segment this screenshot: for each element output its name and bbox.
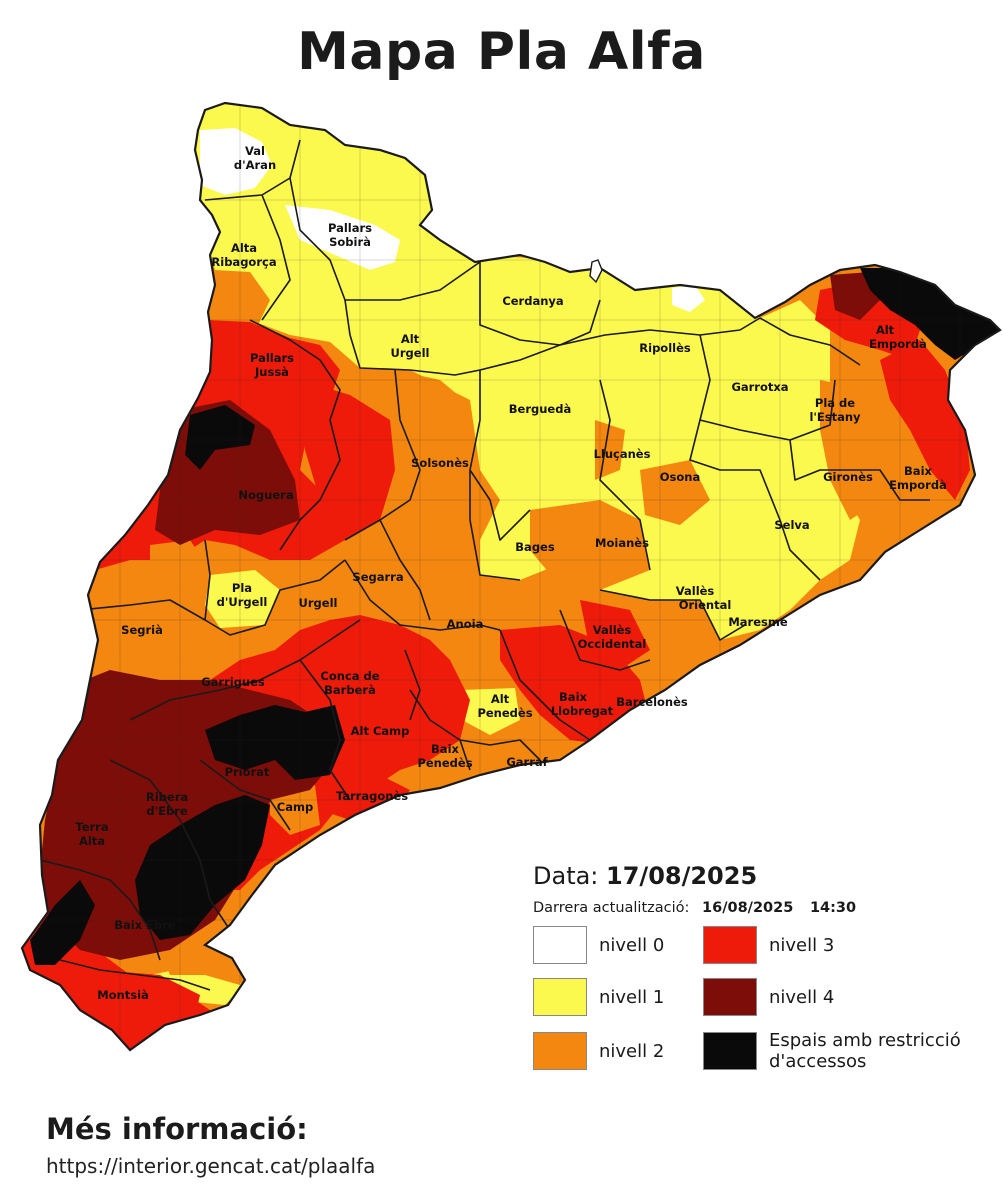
- label-selva[interactable]: Selva: [774, 518, 809, 532]
- label-baix-llobregat[interactable]: Baix Llobregat: [551, 690, 614, 718]
- label-val-daran[interactable]: Val d'Aran: [234, 144, 276, 172]
- swatch-nivell-2: [533, 1032, 587, 1070]
- label-valles-oriental[interactable]: Vallès Oriental: [676, 584, 732, 612]
- label-alt-urgell[interactable]: Alt Urgell: [391, 332, 430, 360]
- label-segarra[interactable]: Segarra: [352, 570, 403, 584]
- update-date: 16/08/2025: [702, 900, 794, 916]
- legend-label: nivell 0: [599, 934, 665, 956]
- label-conca-de-barbera[interactable]: Conca de Barberà: [320, 669, 379, 697]
- more-info: Més informació: https://interior.gencat.…: [46, 1112, 375, 1178]
- label-segria[interactable]: Segrià: [121, 623, 163, 637]
- label-pallars-jussa[interactable]: Pallars Jussà: [250, 351, 294, 379]
- label-urgell[interactable]: Urgell: [299, 596, 338, 610]
- swatch-nivell-3: [703, 926, 757, 964]
- legend-item-nivell-3: nivell 3: [703, 926, 963, 964]
- legend: Data: 17/08/2025 Darrera actualització: …: [533, 862, 993, 1072]
- label-alt-emporda[interactable]: Alt Empordà: [869, 323, 927, 351]
- date-value: 17/08/2025: [606, 862, 758, 890]
- label-tarragones[interactable]: Tarragonès: [336, 789, 408, 803]
- label-alt-camp[interactable]: Alt Camp: [351, 724, 410, 738]
- label-pla-de-lestany[interactable]: Pla de l'Estany: [809, 396, 861, 424]
- date-label: Data:: [533, 862, 599, 890]
- label-pallars-sobira[interactable]: Pallars Sobirà: [328, 221, 372, 249]
- swatch-nivell-1: [533, 978, 587, 1016]
- legend-label: nivell 2: [599, 1040, 665, 1062]
- label-garraf[interactable]: Garraf: [506, 755, 548, 769]
- label-terra-alta[interactable]: Terra Alta: [75, 820, 108, 848]
- legend-label: nivell 4: [769, 986, 835, 1008]
- label-solsones[interactable]: Solsonès: [411, 456, 469, 470]
- legend-item-restriccio: Espais amb restricció d'accessos: [703, 1030, 963, 1072]
- label-anoia[interactable]: Anoia: [447, 617, 484, 631]
- label-baix-penedes[interactable]: Baix Penedès: [417, 742, 472, 770]
- label-valles-occidental[interactable]: Vallès Occidental: [578, 623, 647, 651]
- legend-grid: nivell 0 nivell 3 nivell 1 nivell 4 nive…: [533, 926, 993, 1072]
- label-cerdanya[interactable]: Cerdanya: [502, 294, 563, 308]
- catalonia-map[interactable]: Val d'Aran Pallars Sobirà Alta Ribagorça Ce…: [0, 95, 1003, 1075]
- legend-label: nivell 3: [769, 934, 835, 956]
- label-ripolles[interactable]: Ripollès: [639, 341, 691, 355]
- label-moianes[interactable]: Moianès: [595, 536, 649, 550]
- label-osona[interactable]: Osona: [660, 470, 700, 484]
- label-garrotxa[interactable]: Garrotxa: [731, 380, 788, 394]
- label-bergueda[interactable]: Berguedà: [509, 402, 571, 416]
- legend-item-nivell-2: nivell 2: [533, 1030, 693, 1072]
- label-llucanes[interactable]: Lluçanès: [594, 447, 651, 461]
- legend-item-nivell-0: nivell 0: [533, 926, 693, 964]
- legend-item-nivell-4: nivell 4: [703, 978, 963, 1016]
- label-pla-durgell[interactable]: Pla d'Urgell: [217, 581, 268, 609]
- label-baix-emporda[interactable]: Baix Empordà: [889, 464, 947, 492]
- date-row: Data: 17/08/2025: [533, 862, 993, 890]
- label-noguera[interactable]: Noguera: [238, 488, 293, 502]
- map-title: Mapa Pla Alfa: [297, 22, 706, 82]
- label-baix-ebre[interactable]: Baix Ebre: [114, 918, 176, 932]
- legend-label: Espais amb restricció d'accessos: [769, 1030, 961, 1072]
- more-info-link[interactable]: https://interior.gencat.cat/plaalfa: [46, 1154, 376, 1178]
- legend-item-nivell-1: nivell 1: [533, 978, 693, 1016]
- label-alt-penedes[interactable]: Alt Penedès: [477, 692, 532, 720]
- label-maresme[interactable]: Maresme: [728, 615, 788, 629]
- legend-label: nivell 1: [599, 986, 665, 1008]
- label-montsia[interactable]: Montsià: [97, 988, 149, 1002]
- label-girones[interactable]: Gironès: [823, 470, 873, 484]
- swatch-nivell-0: [533, 926, 587, 964]
- update-label: Darrera actualització:: [533, 900, 690, 916]
- label-ribera-debre[interactable]: Ribera d'Ebre: [146, 790, 188, 818]
- label-bages[interactable]: Bages: [515, 540, 555, 554]
- label-barcelones[interactable]: Barcelonès: [616, 695, 688, 709]
- update-row: Darrera actualització: 16/08/2025 14:30: [533, 900, 993, 916]
- more-info-title: Més informació:: [46, 1112, 308, 1146]
- label-priorat[interactable]: Priorat: [225, 765, 270, 779]
- swatch-restriccio: [703, 1032, 757, 1070]
- swatch-nivell-4: [703, 978, 757, 1016]
- label-garrigues[interactable]: Garrigues: [201, 675, 265, 689]
- update-time: 14:30: [809, 900, 857, 916]
- label-camp[interactable]: Camp: [277, 800, 313, 814]
- label-alta-ribagorca[interactable]: Alta Ribagorça: [211, 241, 276, 269]
